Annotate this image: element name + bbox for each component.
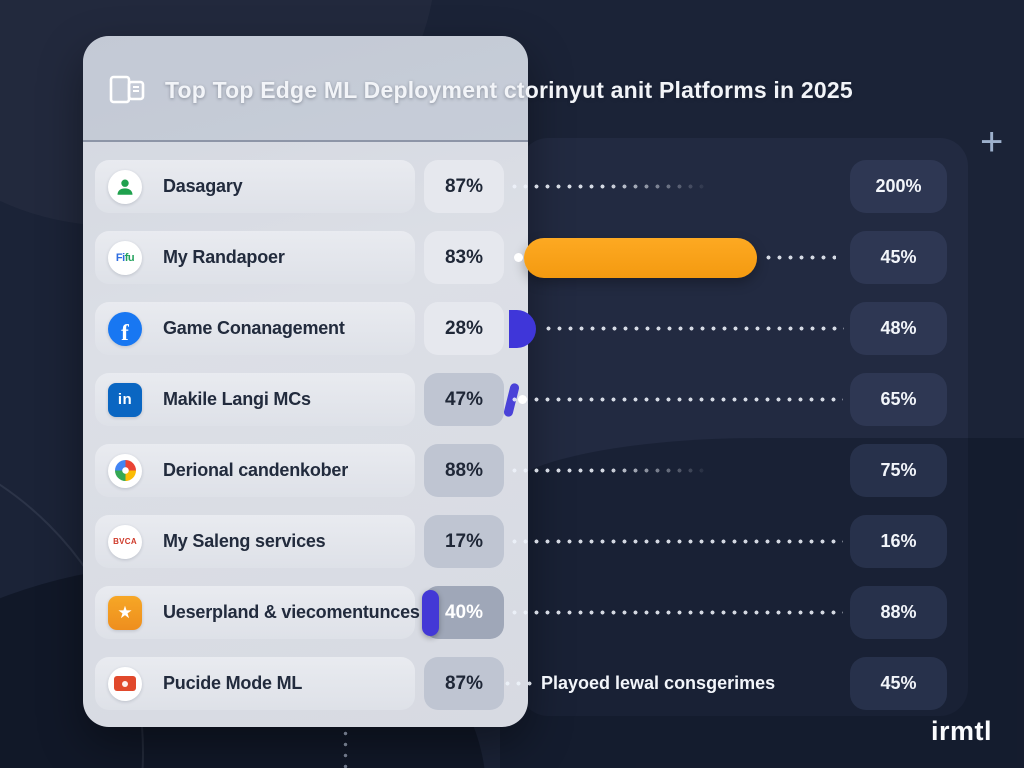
platform-label: Derional candenkober [163,460,349,480]
platform-row: BVCA My Saleng services [95,515,415,568]
facebook-icon: f [108,311,142,346]
right-percentage-badge: 48% [850,302,947,355]
right-percentage-badge: 200% [850,160,947,213]
brand-watermark: irmtl [930,716,992,746]
dotted-connector [512,397,843,402]
person-icon [108,169,142,204]
platform-label: Game Conanagement [163,318,345,338]
platform-row: Dasagary [95,160,415,213]
right-percentage-badge: 45% [850,657,947,710]
platform-label: My Randapoer [163,247,285,267]
platform-label: My Saleng services [163,531,326,551]
left-percentage-badge: 87% [424,657,504,710]
left-percentage-badge: 47% [424,373,504,426]
dotted-connector [512,184,720,189]
left-percentage-badge: 17% [424,515,504,568]
chart-title: Top Top Edge ML Deployment ctorinyut ani… [165,76,853,103]
book-icon [108,73,148,107]
right-percentage-badge: 16% [850,515,947,568]
dotted-connector [546,326,844,331]
left-percentage-badge: 87% [424,160,504,213]
plus-icon: + [980,120,1004,164]
camera-app-icon [108,666,142,701]
dotted-connector [512,610,843,615]
platform-row: f Game Conanagement [95,302,415,355]
dotted-connector [512,468,720,473]
left-percentage-badge: 88% [424,444,504,497]
right-percentage-badge: 65% [850,373,947,426]
note-label: Playoed lewal consgerimes [541,672,776,693]
platform-row: in Makile Langi MCs [95,373,415,426]
bar-start-dot [514,253,523,262]
left-percentage-badge: 83% [424,231,504,284]
platform-label: Pucide Mode ML [163,673,303,693]
platform-row: Derional candenkober [95,444,415,497]
connector-dot [518,395,527,404]
platform-row: Fifu My Randapoer [95,231,415,284]
left-percentage-badge: 28% [424,302,504,355]
right-percentage-badge: 88% [850,586,947,639]
platform-label: Dasagary [163,176,243,196]
platform-row: Pucide Mode ML [95,657,415,710]
value-bar [524,237,757,278]
vertical-dotted-line [343,731,348,768]
background-panel [520,138,968,716]
dotted-connector [766,255,836,260]
value-bar-stub [422,589,439,636]
platform-label: Makile Langi MCs [163,389,311,409]
platform-label: Ueserpland & viecomentunces [163,602,420,622]
photos-icon [108,453,142,488]
platform-row: ★ Ueserpland & viecomentunces [95,586,420,639]
right-percentage-badge: 75% [850,444,947,497]
card-header [83,36,528,142]
value-bar-stub [509,309,536,348]
bvca-logo-icon: BVCA [108,524,142,559]
background-curve [500,438,1024,768]
chart-title-row: Top Top Edge ML Deployment ctorinyut ani… [108,70,853,110]
dotted-connector [512,539,843,544]
star-app-icon: ★ [108,595,142,630]
dotted-connector [505,681,535,686]
right-percentage-badge: 45% [850,231,947,284]
linkedin-icon: in [108,382,142,417]
fifu-logo-icon: Fifu [108,240,142,275]
